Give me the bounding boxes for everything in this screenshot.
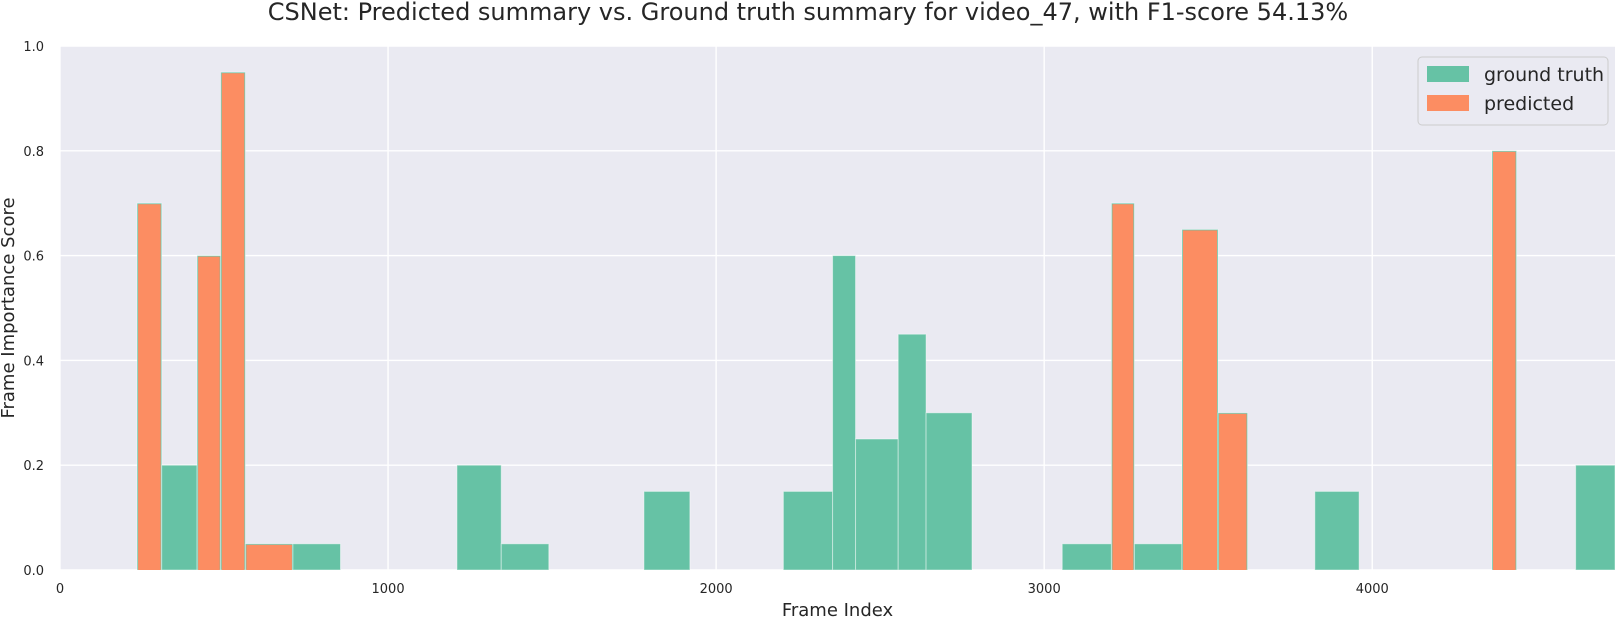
x-tick-label: 0 bbox=[56, 582, 64, 597]
ground-truth-bar bbox=[500, 543, 550, 571]
y-axis-label: Frame Importance Score bbox=[0, 197, 19, 418]
ground-truth-bar bbox=[1133, 543, 1183, 571]
y-tick-label: 0.2 bbox=[23, 459, 44, 474]
ground-truth-bar bbox=[161, 464, 198, 571]
ground-truth-bar bbox=[925, 412, 973, 571]
x-tick-label: 4000 bbox=[1356, 582, 1389, 597]
legend-swatch bbox=[1427, 66, 1469, 82]
predicted-bar bbox=[221, 73, 245, 570]
y-tick-label: 0.6 bbox=[23, 250, 44, 265]
predicted-bar bbox=[1112, 204, 1134, 570]
axis-ticks: 0 1000 2000 3000 4000 0.0 0.2 0.4 0.6 0.8 1.0 bbox=[23, 40, 1388, 597]
ground-truth-bar bbox=[1314, 490, 1360, 571]
y-tick-label: 0.0 bbox=[23, 564, 44, 579]
predicted-bar bbox=[138, 204, 161, 570]
predicted-bar bbox=[1219, 413, 1247, 570]
ground-truth-bar bbox=[855, 438, 899, 571]
predicted-series bbox=[138, 73, 1516, 571]
y-tick-label: 0.4 bbox=[23, 354, 44, 369]
y-tick-label: 1.0 bbox=[23, 40, 44, 55]
ground-truth-bar bbox=[832, 255, 857, 571]
ground-truth-bar bbox=[456, 464, 502, 571]
legend-swatch bbox=[1427, 95, 1469, 111]
ground-truth-bar bbox=[1575, 464, 1615, 571]
ground-truth-bar bbox=[897, 333, 927, 571]
chart-title: CSNet: Predicted summary vs. Ground trut… bbox=[268, 0, 1348, 26]
ground-truth-bar bbox=[643, 490, 691, 571]
ground-truth-bar bbox=[1061, 543, 1112, 571]
grid-lines bbox=[59, 45, 1615, 571]
legend-label: predicted bbox=[1484, 93, 1574, 115]
x-tick-label: 3000 bbox=[1028, 582, 1061, 597]
predicted-bar bbox=[1492, 151, 1516, 571]
ground-truth-bar bbox=[292, 543, 341, 571]
predicted-bar bbox=[246, 544, 292, 570]
y-tick-label: 0.8 bbox=[23, 145, 44, 160]
x-axis-label: Frame Index bbox=[782, 600, 894, 621]
ground-truth-bar bbox=[782, 490, 834, 571]
x-tick-label: 2000 bbox=[700, 582, 733, 597]
legend-label: ground truth bbox=[1484, 64, 1604, 86]
predicted-bar bbox=[1182, 230, 1218, 570]
legend: ground truth predicted bbox=[1417, 56, 1609, 126]
x-tick-label: 1000 bbox=[372, 582, 405, 597]
predicted-bar bbox=[198, 256, 220, 570]
